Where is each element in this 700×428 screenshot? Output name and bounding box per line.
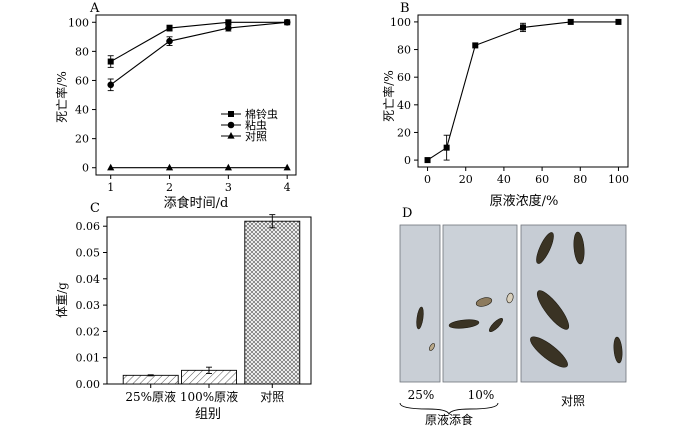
- y-tick-label: 0.02: [76, 325, 101, 338]
- x-tick-label: 40: [497, 173, 511, 186]
- larva: [536, 290, 570, 330]
- data-point: [424, 157, 431, 164]
- x-axis-label: 组别: [195, 407, 221, 422]
- legend-marker: [227, 121, 235, 129]
- data-point: [166, 37, 173, 45]
- data-point: [224, 163, 232, 171]
- photo-label-control: 对照: [561, 394, 585, 408]
- x-tick-label: 2: [166, 181, 173, 194]
- panel-c-letter: C: [90, 201, 100, 216]
- data-point: [283, 18, 291, 26]
- y-tick-label: 80: [397, 44, 411, 57]
- panel-b-letter: B: [400, 1, 410, 16]
- photo-label-25: 25%: [408, 388, 435, 402]
- x-axis-label: 原液浓度/%: [490, 193, 559, 209]
- y-tick-label: 0.01: [76, 352, 101, 365]
- x-tick-label: 0: [424, 173, 431, 186]
- panel-d-letter: D: [402, 206, 412, 221]
- data-point: [520, 24, 526, 31]
- larva: [506, 292, 514, 304]
- x-tick-label: 25%原液: [125, 389, 176, 404]
- larva: [613, 336, 623, 364]
- y-tick-label: 80: [75, 45, 89, 58]
- panel-a-letter: A: [89, 1, 100, 16]
- x-axis-label: 添食时间/d: [164, 195, 229, 211]
- data-point: [107, 58, 114, 65]
- y-tick-label: 0.06: [76, 220, 101, 233]
- x-tick-label: 100: [608, 173, 629, 186]
- y-tick-label: 0: [82, 162, 89, 175]
- y-tick-label: 60: [75, 74, 89, 87]
- y-tick-label: 0.00: [76, 378, 101, 391]
- y-tick-label: 20: [397, 126, 411, 139]
- series-line: [427, 21, 619, 161]
- larva: [416, 306, 424, 330]
- y-tick-label: 0: [404, 154, 411, 167]
- larva: [536, 232, 554, 264]
- photo-group-label: 原液添食: [425, 412, 473, 427]
- legend-marker: [227, 132, 235, 139]
- x-tick-label: 100%原液: [180, 389, 238, 404]
- x-tick-label: 3: [225, 181, 232, 194]
- data-point: [107, 81, 115, 89]
- photo-panel-right: [520, 224, 627, 383]
- bar: [122, 374, 179, 385]
- larva: [488, 317, 504, 333]
- photo-brace: [399, 402, 499, 416]
- y-tick-label: 0.05: [76, 247, 101, 260]
- larvae: [416, 231, 623, 368]
- x-tick-label: 4: [284, 181, 291, 194]
- y-tick-label: 100: [390, 16, 411, 29]
- y-axis-label: 体重/g: [55, 282, 69, 318]
- data-point: [166, 25, 173, 32]
- data-point: [443, 144, 450, 151]
- legend-label: 粘虫: [245, 118, 267, 132]
- y-tick-label: 60: [397, 71, 411, 84]
- data-point: [165, 163, 174, 171]
- x-tick-label: 1: [107, 181, 114, 194]
- photo-panel-left: [399, 224, 441, 383]
- y-tick-label: 0.04: [76, 273, 101, 286]
- legend-label: 棉铃虫: [245, 107, 278, 121]
- panel-d-photo: D 25% 10% 原液添食 对照: [399, 206, 627, 427]
- larva: [573, 231, 585, 265]
- data-point: [225, 19, 232, 26]
- y-tick-label: 0.03: [76, 299, 101, 312]
- y-tick-label: 100: [68, 16, 89, 29]
- x-tick-label: 对照: [260, 390, 284, 404]
- data-point: [283, 163, 291, 171]
- series-line: [110, 21, 288, 86]
- legend-marker: [228, 111, 234, 117]
- larva: [530, 336, 568, 368]
- y-tick-label: 20: [75, 133, 89, 146]
- panel-b: B 0 20 40 60 80 100 0 20 40 60 80 100 原液浓度/% 死亡率/%: [381, 1, 629, 209]
- legend-label: 对照: [245, 129, 267, 143]
- larva: [429, 343, 435, 351]
- y-axis-label: 死亡率/%: [54, 71, 69, 122]
- plot-frame: [95, 14, 297, 176]
- photo-label-10: 10%: [468, 388, 495, 402]
- x-tick-label: 60: [535, 173, 549, 186]
- x-tick-label: 20: [459, 173, 473, 186]
- data-point: [107, 163, 115, 171]
- series-line: [110, 21, 288, 63]
- data-point: [472, 42, 479, 49]
- x-tick-label: 80: [573, 173, 587, 186]
- panel-c: C 0.00 0.01 0.02 0.03 0.04 0.05 0.06 25%原液 100%…: [55, 201, 312, 422]
- data-point: [567, 18, 574, 25]
- data-point: [225, 24, 232, 32]
- larva: [448, 319, 480, 329]
- plot-frame: [417, 14, 629, 168]
- y-tick-label: 40: [397, 99, 411, 112]
- data-point: [615, 18, 622, 25]
- bar: [244, 220, 301, 385]
- y-tick-label: 40: [75, 104, 89, 117]
- larva: [475, 297, 493, 307]
- y-axis-label: 死亡率/%: [381, 70, 396, 121]
